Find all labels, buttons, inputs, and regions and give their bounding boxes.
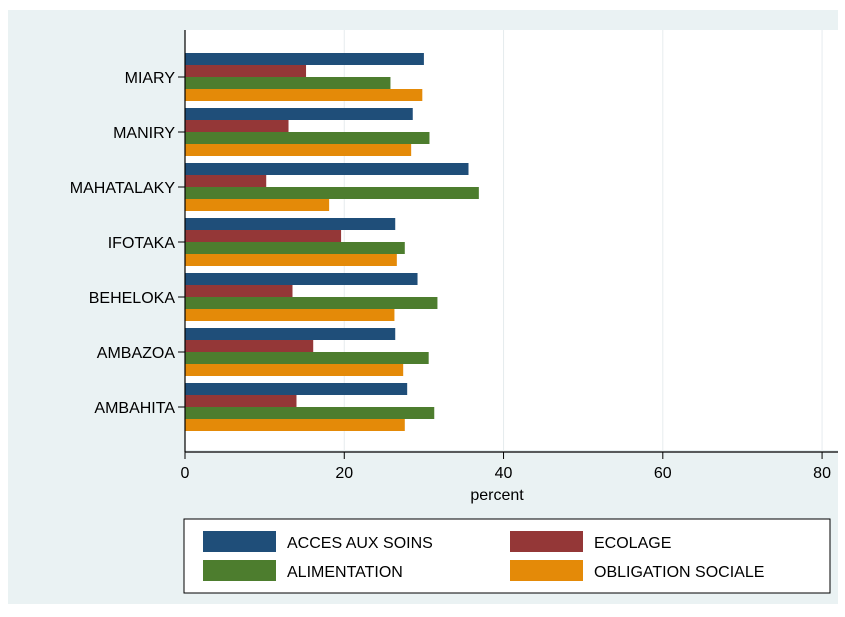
bar-alimentation-miary (185, 77, 391, 89)
legend-swatch (203, 531, 276, 552)
x-tick-label: 80 (813, 465, 831, 482)
x-tick-label: 0 (181, 465, 190, 482)
bar-acces-aux-soins-mahatalaky (185, 163, 469, 175)
bar-alimentation-ambazoa (185, 352, 429, 364)
legend-label: ACCES AUX SOINS (287, 535, 433, 552)
x-axis-label: percent (470, 487, 524, 504)
x-tick-label: 40 (495, 465, 513, 482)
bar-obligation-sociale-beheloka (185, 309, 395, 321)
bars (185, 53, 479, 431)
category-label: MAHATALAKY (70, 180, 176, 197)
legend-swatch (510, 560, 583, 581)
bar-acces-aux-soins-ambazoa (185, 328, 396, 340)
bar-acces-aux-soins-ifotaka (185, 218, 396, 230)
category-label: AMBAHITA (94, 400, 175, 417)
bar-ecolage-ambazoa (185, 340, 314, 352)
y-tick-labels: MIARY MANIRY MAHATALAKY IFOTAKA BEHELOKA AMBA… (70, 70, 185, 417)
x-tick-labels: 0 20 40 60 80 (181, 452, 831, 482)
bar-acces-aux-soins-maniry (185, 108, 413, 120)
bar-obligation-sociale-mahatalaky (185, 199, 330, 211)
category-label: MIARY (125, 70, 176, 87)
bar-ecolage-beheloka (185, 285, 293, 297)
bar-acces-aux-soins-miary (185, 53, 424, 65)
category-label: BEHELOKA (89, 290, 176, 307)
bar-alimentation-ambahita (185, 407, 435, 419)
legend: ACCES AUX SOINS ECOLAGE ALIMENTATION OBLIGA… (203, 531, 764, 581)
bar-ecolage-mahatalaky (185, 175, 267, 187)
bar-alimentation-ifotaka (185, 242, 405, 254)
bar-ecolage-ifotaka (185, 230, 342, 242)
legend-swatch (203, 560, 276, 581)
category-label: MANIRY (113, 125, 175, 142)
bar-alimentation-beheloka (185, 297, 438, 309)
bar-obligation-sociale-maniry (185, 144, 412, 156)
legend-label: ALIMENTATION (287, 564, 403, 581)
bar-ecolage-maniry (185, 120, 289, 132)
bar-alimentation-mahatalaky (185, 187, 479, 199)
bar-acces-aux-soins-ambahita (185, 383, 408, 395)
legend-label: ECOLAGE (594, 535, 671, 552)
x-tick-label: 60 (654, 465, 672, 482)
bar-obligation-sociale-ifotaka (185, 254, 397, 266)
bar-acces-aux-soins-beheloka (185, 273, 418, 285)
bar-obligation-sociale-miary (185, 89, 423, 101)
category-label: AMBAZOA (97, 345, 176, 362)
bar-obligation-sociale-ambazoa (185, 364, 404, 376)
bar-ecolage-ambahita (185, 395, 297, 407)
bar-ecolage-miary (185, 65, 307, 77)
category-label: IFOTAKA (108, 235, 176, 252)
legend-label: OBLIGATION SOCIALE (594, 564, 764, 581)
bar-alimentation-maniry (185, 132, 430, 144)
bar-obligation-sociale-ambahita (185, 419, 405, 431)
legend-swatch (510, 531, 583, 552)
x-tick-label: 20 (335, 465, 353, 482)
legend-box (183, 518, 831, 594)
